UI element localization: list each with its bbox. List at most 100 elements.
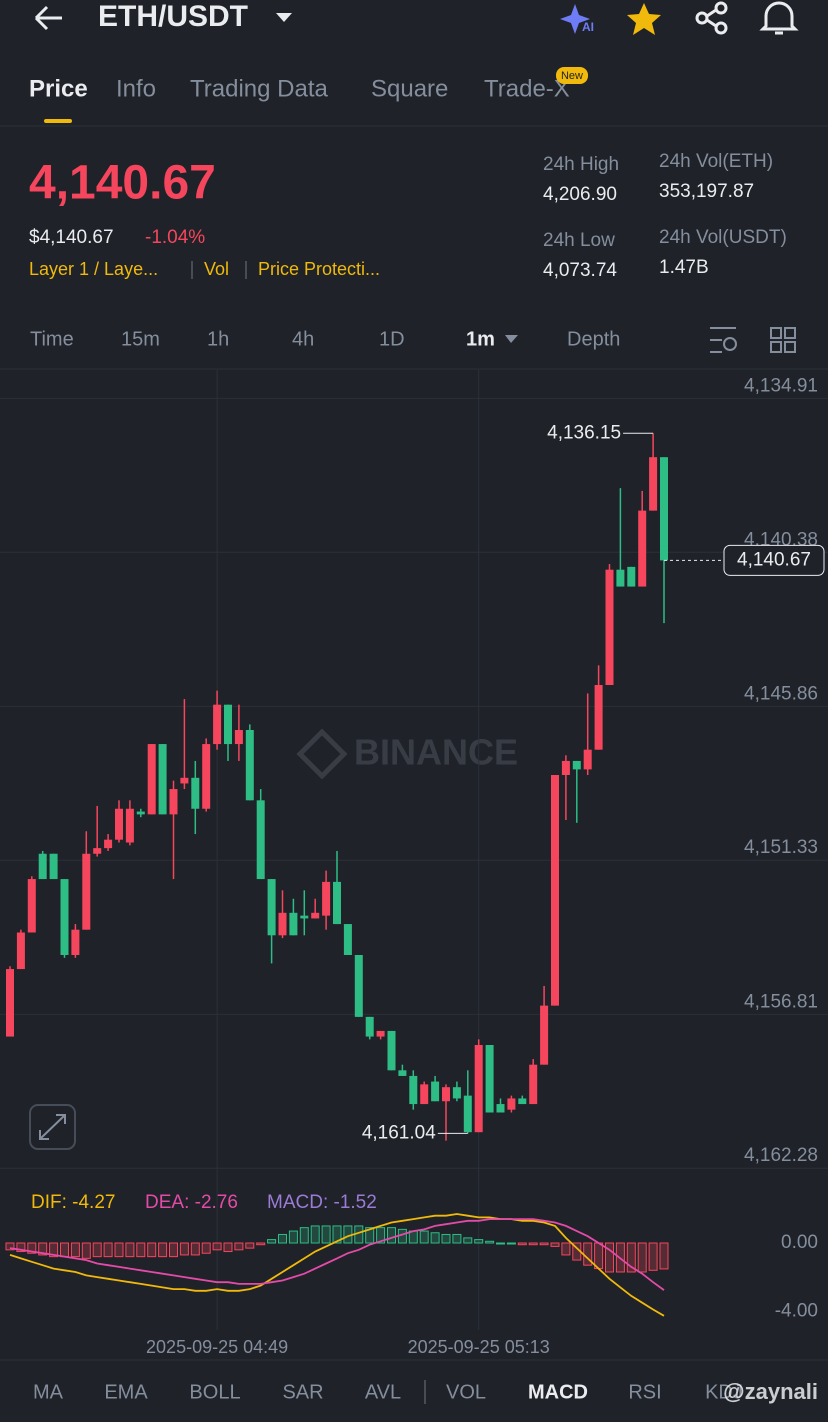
macd-tick-label: -4.00 [775, 1300, 818, 1321]
candle-body [420, 1084, 429, 1105]
macd-bar [60, 1242, 69, 1258]
macd-bar [637, 1242, 647, 1273]
back-button[interactable] [34, 5, 62, 31]
candle-body [649, 457, 658, 511]
legend-entry: DIF: -4.27 [31, 1192, 115, 1213]
indicator-tab[interactable]: MA [33, 1381, 64, 1403]
candle-body [627, 566, 636, 587]
macd-bar [256, 1242, 266, 1246]
macd-bar [103, 1242, 113, 1258]
expand-icon[interactable] [39, 1114, 66, 1140]
tab[interactable]: Square [371, 75, 448, 102]
interval[interactable]: 15m [121, 328, 160, 350]
layout-icon[interactable] [770, 327, 796, 353]
candle-body [71, 929, 80, 955]
candle-body [93, 848, 102, 854]
separator [424, 1380, 426, 1404]
candle-body [202, 744, 211, 809]
y-tick-label: 4,134.91 [744, 375, 818, 396]
macd-bar [506, 1242, 516, 1245]
pair-caret[interactable] [276, 13, 292, 22]
candle-body [572, 760, 581, 770]
new-badge-text: New [561, 70, 583, 82]
bell-icon[interactable] [759, 1, 799, 35]
legend-entry: DEA: -2.76 [145, 1192, 238, 1213]
y-tick-label: 4,162.28 [744, 1145, 818, 1166]
macd-bar [245, 1242, 255, 1249]
indicator-tab[interactable]: BOLL [189, 1381, 240, 1403]
candle-body [300, 915, 309, 919]
candle-body [147, 744, 156, 815]
candle-body [463, 1095, 472, 1133]
new-badge [556, 67, 588, 84]
interval-active[interactable]: 1m [466, 328, 495, 350]
candle-body [529, 1064, 538, 1105]
candle-body [605, 569, 614, 685]
indicator-tab[interactable]: AVL [365, 1381, 401, 1403]
candle-body [60, 879, 69, 955]
macd-bar [147, 1242, 157, 1258]
candle-body [311, 912, 320, 919]
macd-bar [430, 1232, 440, 1244]
candle-body [278, 912, 287, 936]
tab[interactable]: Trade-X [484, 75, 570, 102]
indicator-tab[interactable]: KDJ [705, 1381, 743, 1403]
tag[interactable]: Price Protecti... [258, 259, 380, 279]
macd-bar [419, 1230, 429, 1244]
tab[interactable]: Info [116, 75, 156, 102]
macd-bar [81, 1242, 91, 1259]
candle-body [158, 744, 167, 815]
candle-body [343, 924, 352, 955]
interval[interactable]: 4h [292, 328, 314, 350]
macd-bar [125, 1242, 135, 1258]
candle-body [638, 510, 647, 587]
candle-body [224, 704, 232, 745]
tag[interactable]: Vol [204, 259, 229, 279]
candle-body [452, 1087, 461, 1099]
ai-icon[interactable]: AI [560, 4, 594, 34]
interval[interactable]: Depth [567, 328, 620, 350]
macd-bar [212, 1242, 222, 1251]
macd-bar [5, 1242, 15, 1251]
indicator-tab[interactable]: RSI [628, 1381, 661, 1403]
tab[interactable]: Price [29, 75, 88, 102]
candle-body [431, 1081, 440, 1102]
favorite-icon[interactable] [627, 3, 661, 35]
macd-line [9, 1213, 665, 1317]
macd-bar [223, 1242, 233, 1253]
tab[interactable]: Trading Data [190, 75, 329, 102]
macd-bar [70, 1242, 80, 1258]
macd-bar [158, 1242, 168, 1258]
macd-bar [376, 1227, 386, 1244]
share-icon[interactable] [695, 1, 728, 35]
interval[interactable]: 1D [379, 328, 405, 350]
candle-body [6, 969, 14, 1037]
macd-bar [332, 1225, 342, 1244]
indicator-tab[interactable]: SAR [282, 1381, 323, 1403]
last-price-box [723, 544, 825, 576]
indicator-tab[interactable]: VOL [446, 1381, 486, 1403]
candle-body [594, 685, 603, 750]
indicator-tab[interactable]: EMA [104, 1381, 148, 1403]
macd-bar [474, 1239, 484, 1244]
interval[interactable]: Time [30, 328, 74, 350]
macd-bar [441, 1233, 451, 1244]
macd-bar [190, 1242, 200, 1256]
stat-label: 24h Vol(USDT) [659, 227, 787, 248]
expand-button[interactable] [29, 1104, 76, 1150]
interval[interactable]: 1h [207, 328, 229, 350]
settings-icon[interactable] [710, 327, 737, 353]
candle-body [267, 879, 276, 936]
candle-body [507, 1098, 516, 1110]
macd-bar [299, 1227, 309, 1244]
tag[interactable]: Layer 1 / Laye... [29, 259, 158, 279]
interval-caret[interactable] [505, 335, 518, 343]
candle-body [125, 808, 134, 843]
pair-title[interactable]: ETH/USDT [98, 0, 248, 33]
macd-bar [485, 1240, 495, 1244]
macd-bar [179, 1242, 189, 1256]
indicator-tab[interactable]: MACD [528, 1381, 588, 1403]
